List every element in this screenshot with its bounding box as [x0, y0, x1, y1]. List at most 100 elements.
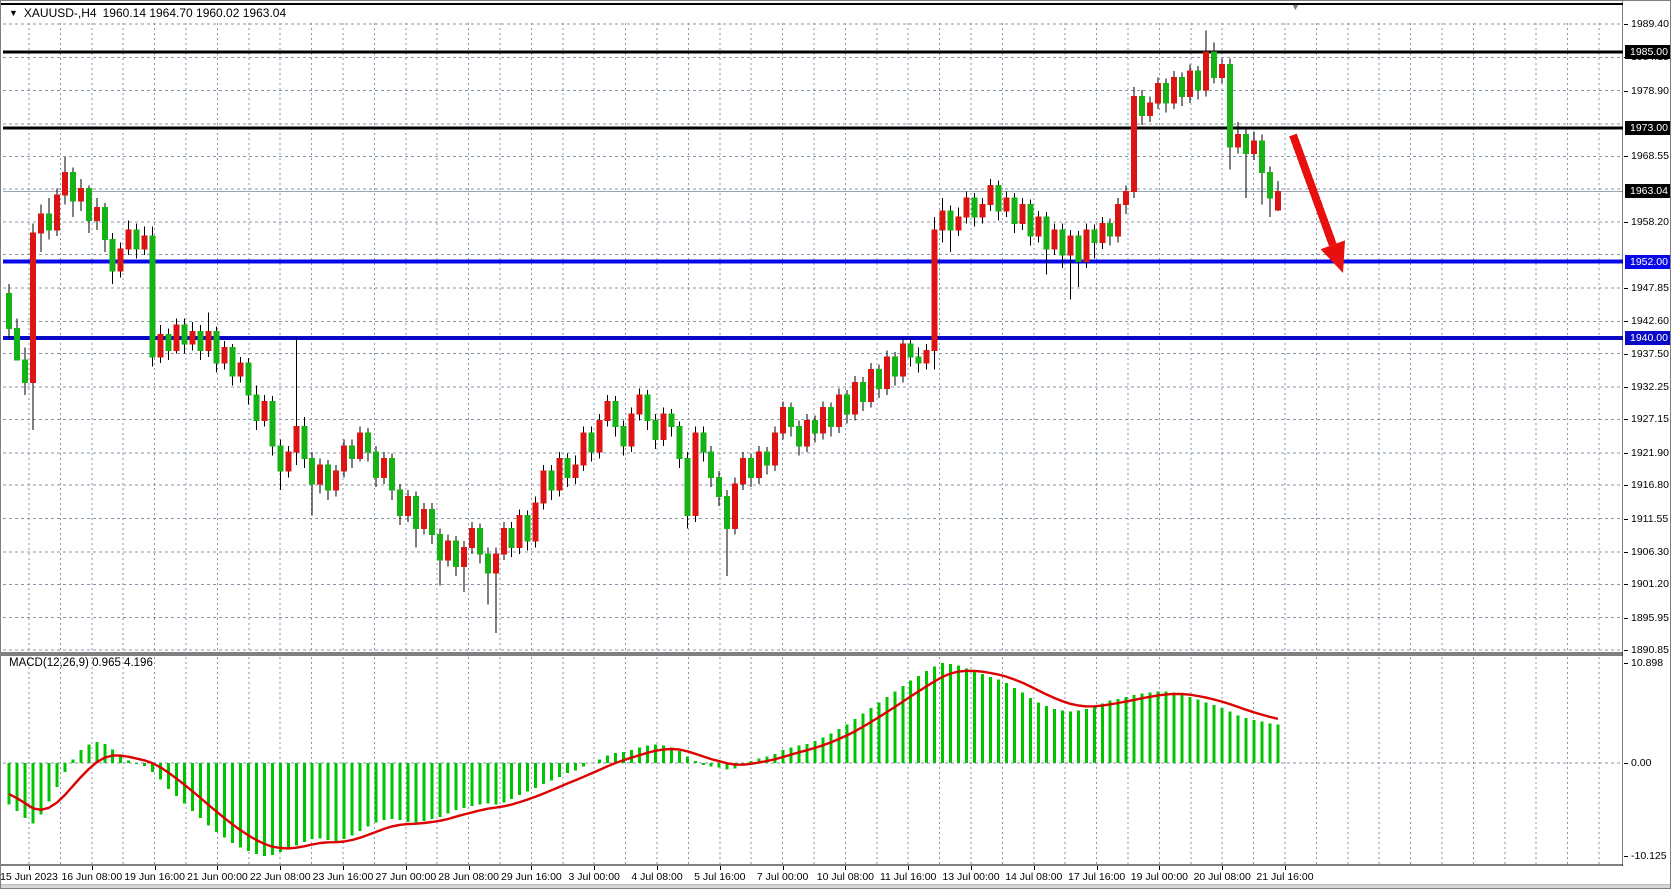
time-axis-label: 21 Jul 16:00: [1256, 871, 1314, 883]
candle-body: [460, 546, 467, 567]
candle-body: [349, 445, 356, 459]
candle-body: [508, 527, 515, 548]
candle-body: [1155, 83, 1162, 104]
axis-tick: [845, 866, 847, 870]
axis-tick: [468, 866, 470, 870]
time-axis-label: 19 Jun 16:00: [124, 871, 185, 883]
candle-body: [1258, 140, 1265, 174]
candle-body: [173, 324, 180, 351]
candle-body: [572, 464, 579, 479]
candle-body: [77, 188, 84, 202]
candle-body: [955, 216, 962, 231]
candle-body: [947, 210, 954, 231]
axis-tick: [1285, 866, 1286, 870]
candle-body: [843, 394, 850, 415]
axis-tick: [1096, 866, 1098, 870]
candle-body: [149, 235, 156, 358]
candle-body: [628, 413, 635, 447]
candle-body: [53, 194, 60, 231]
candle-body: [253, 394, 260, 421]
candle-body: [963, 197, 970, 218]
candle-body: [45, 213, 52, 231]
time-axis[interactable]: 15 Jun 2023 16 Jun 08:00 19 Jun 16:00 21 Ju…: [1, 866, 1670, 888]
time-axis-label: 10 Jul 08:00: [816, 871, 874, 883]
candle-body: [93, 207, 100, 221]
chart-shift-marker-icon[interactable]: ▼: [1291, 2, 1300, 12]
candle-body: [891, 356, 898, 377]
candle-body: [995, 184, 1002, 212]
candle-body: [764, 451, 771, 466]
axis-tick: [280, 866, 282, 870]
price-chart-canvas[interactable]: [1, 1, 1623, 866]
candle-body: [652, 419, 659, 440]
candle-body: [61, 172, 68, 196]
time-axis-label: 17 Jul 16:00: [1067, 871, 1126, 883]
level-price-badge: 1940.00: [1625, 330, 1670, 345]
axis-tick: [343, 866, 344, 870]
level-price-badge: 1985.00: [1625, 44, 1670, 59]
candle-body: [1003, 197, 1010, 212]
axis-tick: [1624, 485, 1628, 487]
candle-body: [1091, 229, 1098, 244]
candle-body: [341, 445, 348, 472]
candle-body: [532, 502, 539, 542]
macd-signal-line: [8, 669, 1279, 850]
candle-body: [13, 327, 20, 361]
price-axis-label: 1906.30: [1631, 545, 1669, 558]
time-axis-label: 14 Jul 08:00: [1005, 871, 1063, 883]
symbol-dropdown-icon[interactable]: ▼: [9, 7, 18, 18]
price-axis-label: 1958.20: [1631, 216, 1669, 229]
candle-body: [293, 426, 300, 453]
candle-body: [819, 407, 826, 434]
candle-body: [883, 356, 890, 390]
candle-body: [548, 470, 555, 491]
axis-tick: [1624, 518, 1628, 520]
price-axis-label: 1947.85: [1631, 281, 1669, 294]
axis-tick: [782, 866, 784, 870]
candle-body: [772, 432, 779, 466]
time-axis-label: 11 Jul 16:00: [879, 871, 937, 883]
candle-body: [915, 356, 922, 364]
candle-body: [931, 229, 938, 351]
macd-axis-label: -10.125: [1631, 850, 1667, 862]
candle-body: [684, 457, 691, 517]
candle-body: [1147, 102, 1154, 116]
price-axis-label: 1968.55: [1631, 150, 1669, 163]
candle-body: [1210, 51, 1217, 78]
price-axis[interactable]: 1989.401984.151978.901968.551958.201947.…: [1624, 1, 1670, 866]
candle-body: [365, 432, 372, 453]
macd-axis-label: 10.898: [1631, 657, 1664, 669]
axis-tick: [719, 866, 721, 870]
candle-body: [1250, 140, 1257, 155]
candle-body: [524, 515, 531, 542]
candle-body: [907, 343, 914, 358]
chart-title-row: ▼ XAUUSD-,H4 1960.14 1964.70 1960.02 196…: [9, 6, 286, 20]
time-axis-label: 5 Jul 16:00: [694, 871, 746, 883]
axis-tick: [1624, 617, 1628, 619]
candle-body: [181, 324, 188, 345]
candle-body: [125, 229, 132, 250]
candle-body: [1139, 95, 1146, 116]
candle-body: [309, 457, 316, 485]
time-axis-label: 21 Jun 00:00: [187, 871, 248, 883]
candle-body: [1107, 222, 1114, 237]
candle-body: [333, 470, 340, 491]
candle-body: [979, 203, 986, 218]
candle-body: [420, 508, 427, 529]
candle-body: [516, 515, 523, 548]
candle-body: [644, 394, 651, 421]
candle-body: [6, 292, 12, 329]
candle-body: [756, 451, 763, 479]
candle-body: [1099, 222, 1106, 244]
candle-body: [412, 496, 419, 529]
candle-body: [796, 426, 803, 447]
candle-body: [221, 346, 228, 364]
candle-body: [1163, 83, 1170, 104]
candle-body: [867, 369, 874, 402]
candle-body: [468, 527, 475, 548]
candle-body: [444, 540, 451, 561]
axis-tick: [1624, 419, 1628, 421]
candle-body: [157, 334, 164, 358]
axis-tick: [1033, 866, 1035, 870]
candle-body: [269, 400, 276, 447]
